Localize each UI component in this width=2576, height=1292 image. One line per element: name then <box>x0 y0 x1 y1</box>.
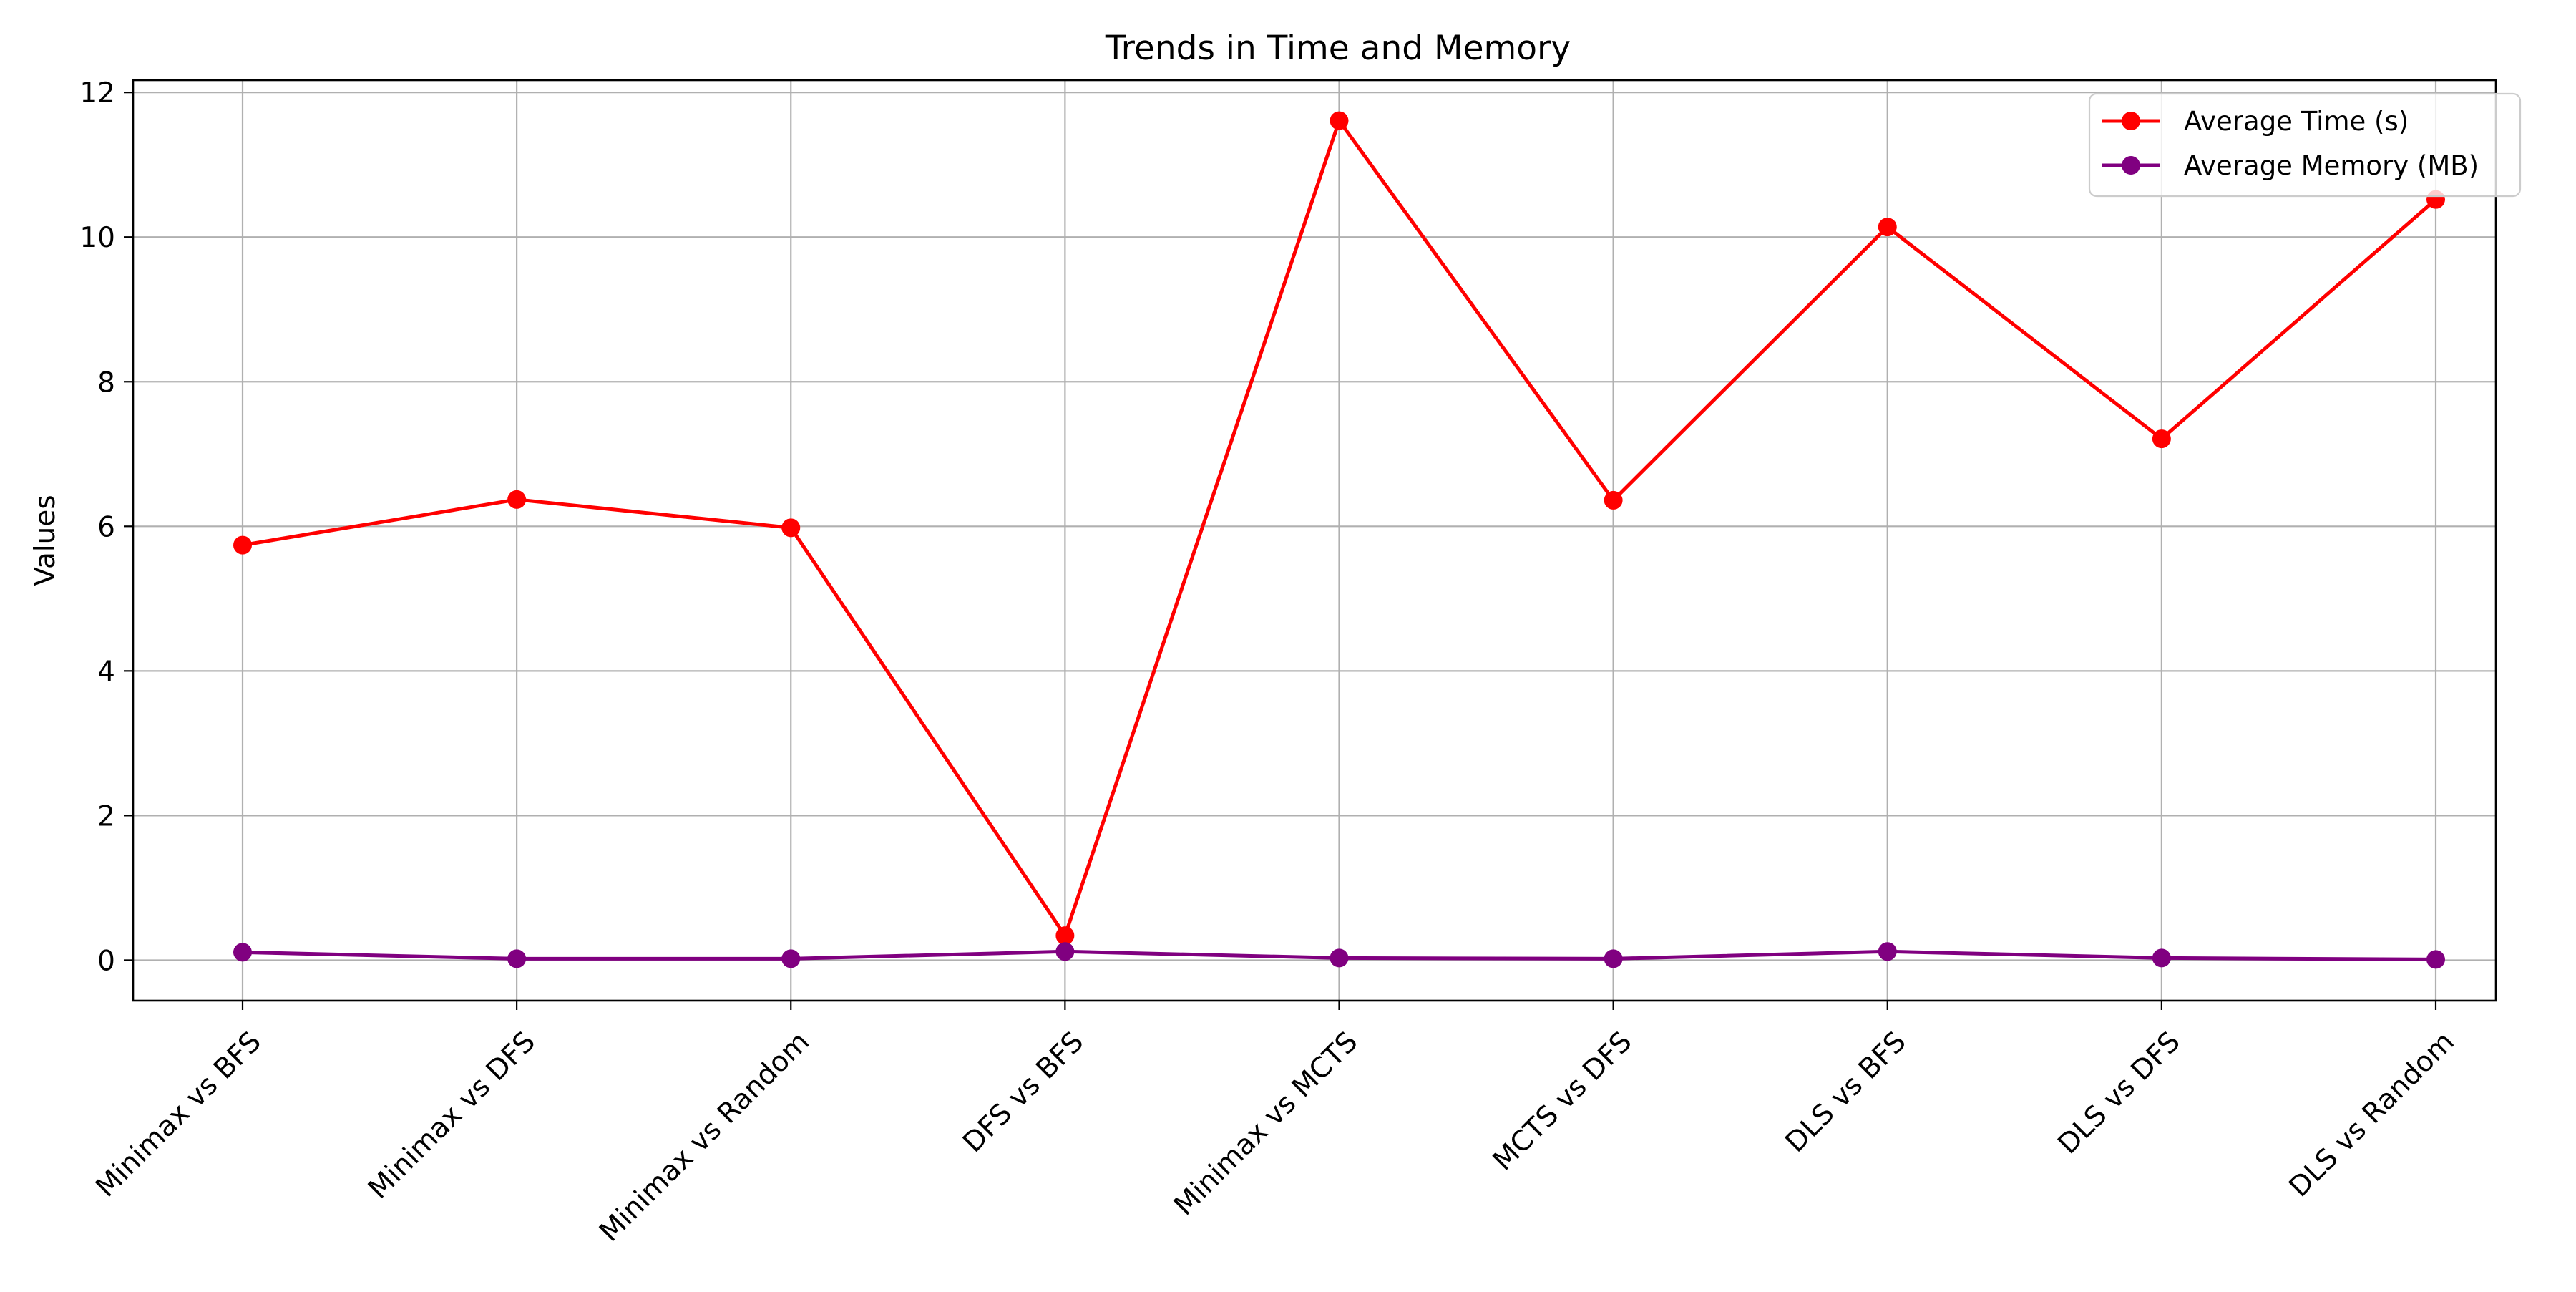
data-point <box>2152 429 2171 449</box>
data-point <box>1878 218 1897 237</box>
x-tick-label: DLS vs BFS <box>1780 1026 1913 1159</box>
tick-layer: Minimax vs BFS Minimax vs DFS Minimax vs R… <box>79 77 2461 1248</box>
data-point <box>1604 490 1623 510</box>
x-tick-label: Minimax vs MCTS <box>1168 1026 1364 1222</box>
legend-marker <box>2122 112 2140 130</box>
y-tick-label: 2 <box>97 800 115 832</box>
y-tick-label: 12 <box>79 77 115 110</box>
data-point <box>781 518 801 538</box>
data-point <box>1330 948 1349 968</box>
data-point <box>1330 111 1349 130</box>
data-point <box>507 490 527 509</box>
y-tick-label: 6 <box>97 511 115 543</box>
plot-area-frame <box>132 79 2497 1002</box>
data-point <box>781 949 801 968</box>
x-tick-label: Minimax vs Random <box>593 1026 816 1248</box>
data-point <box>507 949 527 968</box>
data-point <box>233 535 252 555</box>
data-point <box>1055 942 1075 961</box>
data-point <box>2426 950 2445 969</box>
data-point <box>1604 949 1623 968</box>
legend-box <box>2088 92 2522 198</box>
chart-title: Trends in Time and Memory <box>1105 29 1571 68</box>
x-tick-label: DFS vs BFS <box>957 1026 1090 1159</box>
x-tick-label: Minimax vs BFS <box>89 1026 268 1204</box>
y-tick-label: 0 <box>97 945 115 977</box>
y-tick-label: 10 <box>79 222 115 254</box>
x-tick-label: MCTS vs DFS <box>1487 1026 1639 1177</box>
grid-layer <box>133 80 2496 1001</box>
y-tick-label: 4 <box>97 656 115 688</box>
series-layer <box>233 111 2445 969</box>
x-tick-label: Minimax vs DFS <box>362 1026 542 1205</box>
data-point <box>1055 926 1075 946</box>
y-tick-label: 8 <box>97 366 115 399</box>
data-point <box>233 943 252 962</box>
legend-label: Average Memory (MB) <box>2184 150 2479 181</box>
y-axis-label: Values <box>29 495 62 586</box>
x-tick-label: DLS vs Random <box>2283 1026 2461 1203</box>
legend-marker <box>2122 156 2140 175</box>
x-tick-label: DLS vs DFS <box>2051 1026 2186 1160</box>
data-point <box>1878 942 1897 961</box>
legend-label: Average Time (s) <box>2184 106 2409 137</box>
data-point <box>2152 948 2171 968</box>
legend: Average Time (s) Average Memory (MB) <box>2088 92 2522 198</box>
